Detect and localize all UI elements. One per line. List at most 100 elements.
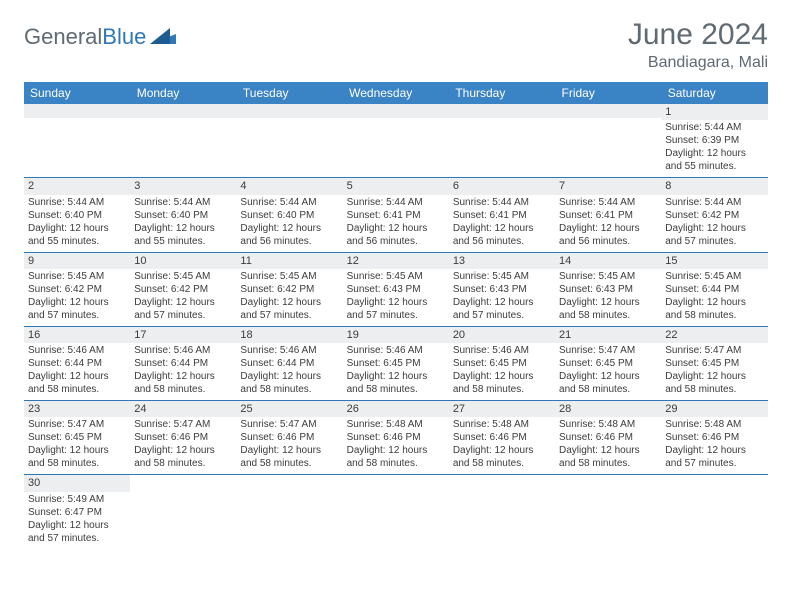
day-number: 27 [449,401,555,417]
day-header: Sunday [24,82,130,104]
day-number: 11 [236,253,342,269]
day-cell: 17Sunrise: 5:46 AMSunset: 6:44 PMDayligh… [130,326,236,400]
day-cell: 24Sunrise: 5:47 AMSunset: 6:46 PMDayligh… [130,401,236,475]
sunset-line: Sunset: 6:44 PM [665,283,763,296]
sunrise-line: Sunrise: 5:44 AM [347,196,445,209]
brand-part2: Blue [102,24,146,49]
day-cell: 9Sunrise: 5:45 AMSunset: 6:42 PMDaylight… [24,252,130,326]
day-number: 23 [24,401,130,417]
month-title: June 2024 [628,18,768,52]
day-number: 2 [24,178,130,194]
sunset-line: Sunset: 6:40 PM [134,209,232,222]
day-number: 18 [236,327,342,343]
sunrise-line: Sunrise: 5:46 AM [134,344,232,357]
day-cell: 6 Sunrise: 5:44 AMSunset: 6:41 PMDaylight… [449,178,555,252]
day-number: 20 [449,327,555,343]
empty-cell [555,475,661,549]
day-number: 28 [555,401,661,417]
day-header: Saturday [661,82,767,104]
daylight-line: Daylight: 12 hours and 55 minutes. [28,222,126,248]
empty-cell [130,104,236,178]
sunset-line: Sunset: 6:45 PM [453,357,551,370]
day-number: 13 [449,253,555,269]
flag-icon [150,26,176,49]
sunrise-line: Sunrise: 5:48 AM [665,418,763,431]
day-number: 24 [130,401,236,417]
sunrise-line: Sunrise: 5:46 AM [240,344,338,357]
sunrise-line: Sunrise: 5:47 AM [240,418,338,431]
empty-cell [24,104,130,178]
daylight-line: Daylight: 12 hours and 56 minutes. [453,222,551,248]
calendar-page: GeneralBlue June 2024 Bandiagara, Mali S… [0,0,792,549]
daylight-line: Daylight: 12 hours and 58 minutes. [665,296,763,322]
sunset-line: Sunset: 6:46 PM [134,431,232,444]
sunset-line: Sunset: 6:40 PM [28,209,126,222]
calendar-row: 1Sunrise: 5:44 AMSunset: 6:39 PMDaylight… [24,104,768,178]
sunrise-line: Sunrise: 5:47 AM [134,418,232,431]
sunset-line: Sunset: 6:41 PM [559,209,657,222]
daylight-line: Daylight: 12 hours and 56 minutes. [347,222,445,248]
location-label: Bandiagara, Mali [628,54,768,72]
calendar-row: 9Sunrise: 5:45 AMSunset: 6:42 PMDaylight… [24,252,768,326]
calendar-row: 30Sunrise: 5:49 AMSunset: 6:47 PMDayligh… [24,475,768,549]
sunset-line: Sunset: 6:41 PM [347,209,445,222]
daylight-line: Daylight: 12 hours and 58 minutes. [134,370,232,396]
sunset-line: Sunset: 6:46 PM [347,431,445,444]
empty-cell [661,475,767,549]
sunrise-line: Sunrise: 5:49 AM [28,493,126,506]
calendar-body: 1Sunrise: 5:44 AMSunset: 6:39 PMDaylight… [24,104,768,549]
day-cell: 13Sunrise: 5:45 AMSunset: 6:43 PMDayligh… [449,252,555,326]
daylight-line: Daylight: 12 hours and 58 minutes. [28,370,126,396]
sunrise-line: Sunrise: 5:44 AM [559,196,657,209]
sunset-line: Sunset: 6:43 PM [347,283,445,296]
day-cell: 15Sunrise: 5:45 AMSunset: 6:44 PMDayligh… [661,252,767,326]
daylight-line: Daylight: 12 hours and 57 minutes. [347,296,445,322]
day-cell: 14Sunrise: 5:45 AMSunset: 6:43 PMDayligh… [555,252,661,326]
sunrise-line: Sunrise: 5:45 AM [665,270,763,283]
sunrise-line: Sunrise: 5:45 AM [134,270,232,283]
daylight-line: Daylight: 12 hours and 57 minutes. [28,296,126,322]
daylight-line: Daylight: 12 hours and 58 minutes. [240,444,338,470]
day-cell: 27Sunrise: 5:48 AMSunset: 6:46 PMDayligh… [449,401,555,475]
daylight-line: Daylight: 12 hours and 58 minutes. [347,444,445,470]
empty-cell [236,104,342,178]
sunrise-line: Sunrise: 5:44 AM [665,196,763,209]
day-number: 6 [449,178,555,194]
sunset-line: Sunset: 6:42 PM [240,283,338,296]
sunset-line: Sunset: 6:46 PM [240,431,338,444]
day-cell: 7Sunrise: 5:44 AMSunset: 6:41 PMDaylight… [555,178,661,252]
sunset-line: Sunset: 6:45 PM [347,357,445,370]
sunset-line: Sunset: 6:43 PM [453,283,551,296]
empty-cell [343,104,449,178]
day-number: 21 [555,327,661,343]
day-number: 5 [343,178,449,194]
day-cell: 21Sunrise: 5:47 AMSunset: 6:45 PMDayligh… [555,326,661,400]
day-number: 3 [130,178,236,194]
sunset-line: Sunset: 6:42 PM [134,283,232,296]
day-number: 30 [24,475,130,491]
sunrise-line: Sunrise: 5:47 AM [28,418,126,431]
sunrise-line: Sunrise: 5:44 AM [134,196,232,209]
sunrise-line: Sunrise: 5:46 AM [453,344,551,357]
sunrise-line: Sunrise: 5:44 AM [453,196,551,209]
title-block: June 2024 Bandiagara, Mali [628,18,768,72]
sunset-line: Sunset: 6:40 PM [240,209,338,222]
sunset-line: Sunset: 6:43 PM [559,283,657,296]
sunset-line: Sunset: 6:45 PM [559,357,657,370]
empty-cell [449,475,555,549]
sunrise-line: Sunrise: 5:45 AM [559,270,657,283]
sunrise-line: Sunrise: 5:48 AM [347,418,445,431]
sunrise-line: Sunrise: 5:44 AM [28,196,126,209]
empty-cell [130,475,236,549]
sunset-line: Sunset: 6:42 PM [28,283,126,296]
sunset-line: Sunset: 6:46 PM [559,431,657,444]
sunset-line: Sunset: 6:44 PM [28,357,126,370]
day-header: Thursday [449,82,555,104]
day-number: 9 [24,253,130,269]
empty-cell [555,104,661,178]
sunset-line: Sunset: 6:44 PM [134,357,232,370]
empty-cell [343,475,449,549]
day-cell: 22Sunrise: 5:47 AMSunset: 6:45 PMDayligh… [661,326,767,400]
daylight-line: Daylight: 12 hours and 55 minutes. [665,147,763,173]
sunset-line: Sunset: 6:41 PM [453,209,551,222]
